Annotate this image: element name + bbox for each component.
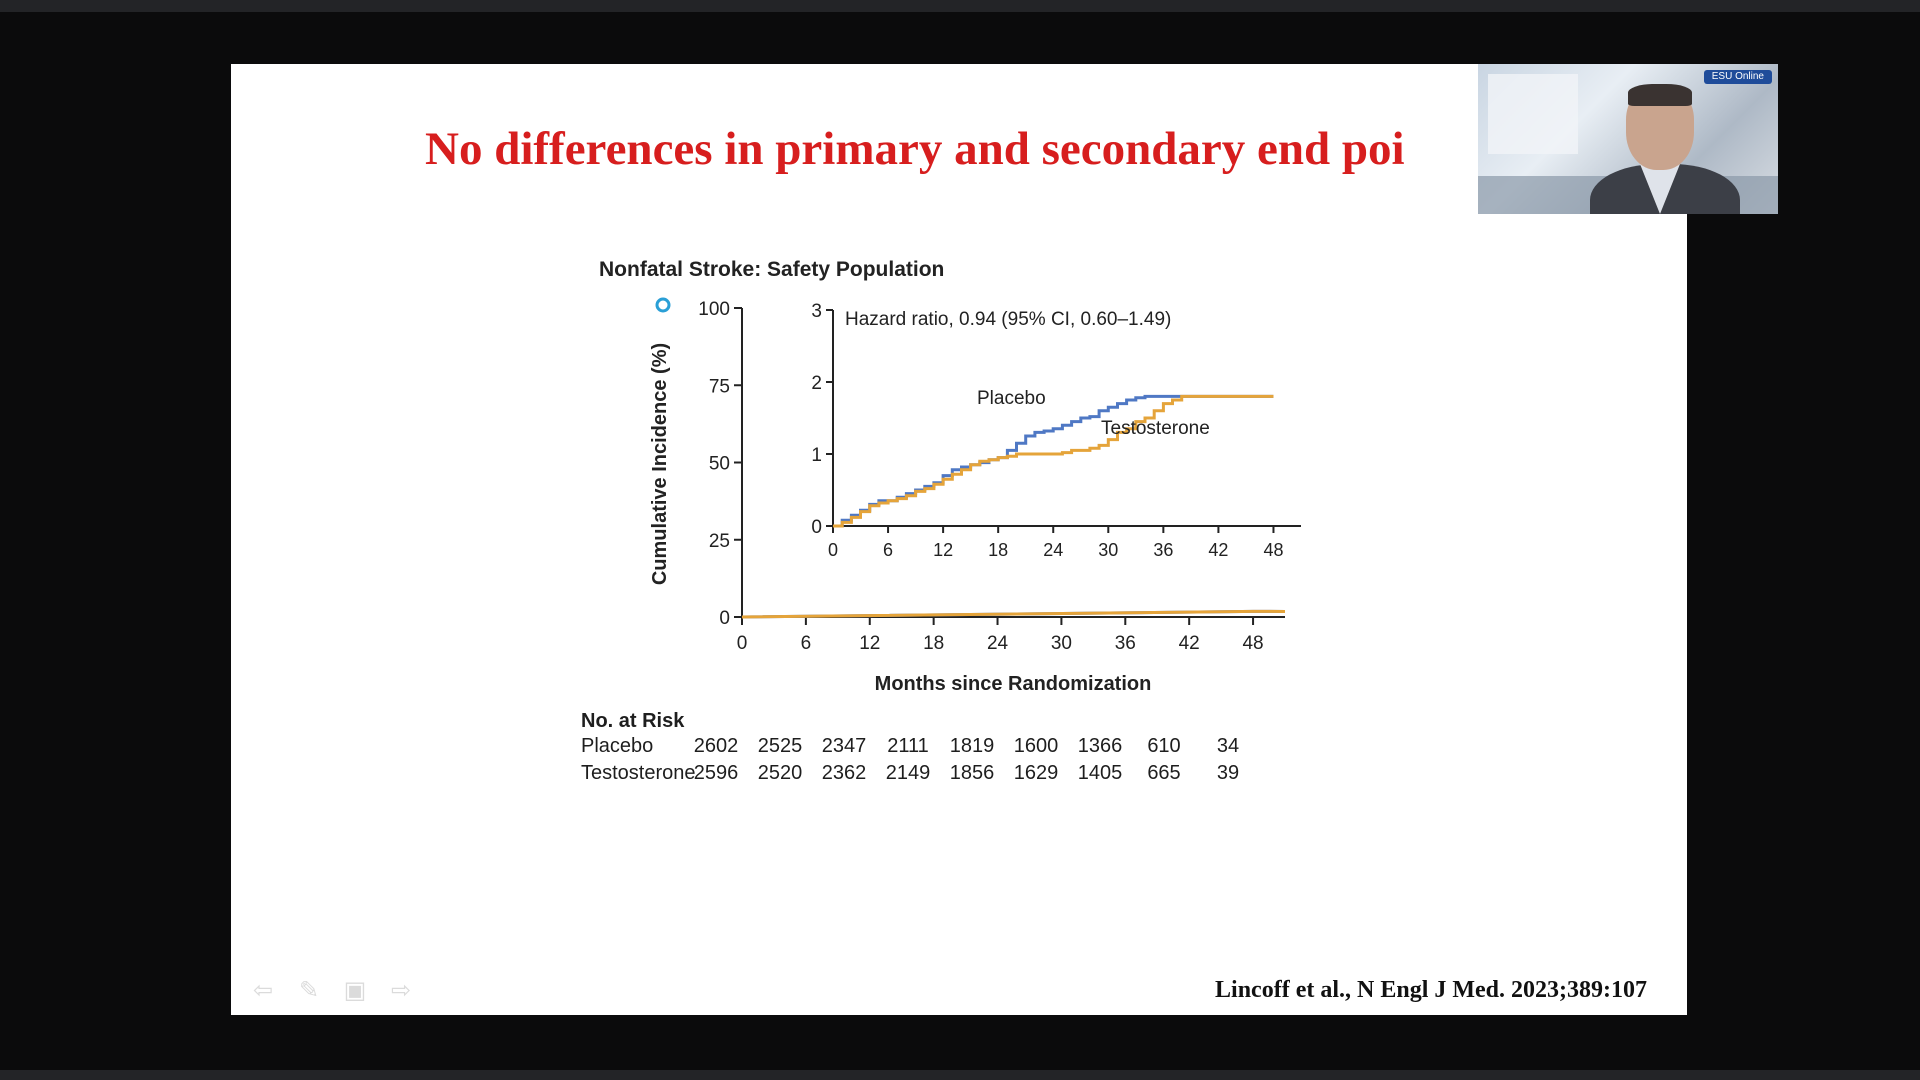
- x-tick-label: 42: [1179, 633, 1200, 654]
- risk-cell: 665: [1147, 762, 1181, 784]
- risk-cell: 1856: [949, 762, 995, 784]
- inset-x-tick-label: 42: [1208, 540, 1228, 560]
- x-tick-label: 24: [987, 633, 1009, 654]
- slides-icon[interactable]: ▣: [343, 977, 367, 1004]
- risk-cell: 2525: [757, 735, 803, 757]
- inset-x-tick-label: 18: [988, 540, 1008, 560]
- inset-x-tick-label: 30: [1098, 540, 1118, 560]
- risk-cell: 2596: [693, 762, 739, 784]
- y-tick-label: 100: [698, 299, 730, 320]
- y-tick-label: 50: [709, 454, 730, 475]
- arrow-left-icon[interactable]: ⇦: [252, 977, 274, 1004]
- inset-x-tick-label: 36: [1153, 540, 1173, 560]
- presentation-slide: No differences in primary and secondary …: [231, 64, 1687, 1015]
- inset-x-tick-label: 6: [883, 540, 893, 560]
- x-tick-label: 12: [859, 633, 880, 654]
- slide-title: No differences in primary and secondary …: [425, 123, 1405, 175]
- risk-table-header: No. at Risk: [581, 710, 685, 732]
- slide-nav-controls: ⇦ ✎ ▣ ⇨: [249, 976, 415, 1005]
- inset-y-tick-label: 2: [811, 373, 822, 394]
- x-tick-label: 48: [1242, 633, 1263, 654]
- risk-cell: 34: [1216, 735, 1240, 757]
- viewer-top-bar: [0, 0, 1920, 12]
- webcam-video-feed[interactable]: ESU Online: [1478, 64, 1778, 214]
- inset-x-tick-label: 24: [1043, 540, 1063, 560]
- y-tick-label: 75: [709, 376, 730, 397]
- series-label-testosterone: Testosterone: [1101, 418, 1210, 439]
- presenter-hair: [1628, 84, 1692, 106]
- x-tick-label: 18: [923, 633, 944, 654]
- pen-icon[interactable]: ✎: [298, 977, 320, 1004]
- risk-cell: 2520: [757, 762, 803, 784]
- y-tick-label: 25: [709, 531, 730, 552]
- risk-table: No. at Risk Placebo 2602 2525 2347 2111 …: [581, 710, 1239, 789]
- x-tick-label: 30: [1051, 633, 1072, 654]
- risk-cell: 1629: [1013, 762, 1059, 784]
- risk-row-label: Testosterone: [581, 762, 696, 784]
- inset-y-tick-label: 3: [811, 301, 822, 322]
- inset-x-tick-label: 0: [828, 540, 838, 560]
- risk-cell: 2347: [821, 735, 867, 757]
- chart-title: Nonfatal Stroke: Safety Population: [599, 258, 945, 281]
- inset-series-line-testosterone: [833, 394, 1274, 528]
- risk-row-label: Placebo: [581, 735, 654, 757]
- arrow-right-icon[interactable]: ⇨: [390, 977, 412, 1004]
- risk-cell: 1405: [1077, 762, 1123, 784]
- risk-row-placebo: Placebo 2602 2525 2347 2111 1819 1600 13…: [581, 735, 1239, 762]
- x-tick-label: 0: [737, 633, 748, 654]
- risk-cell: 2362: [821, 762, 867, 784]
- webcam-background: [1488, 74, 1578, 154]
- series-line-testosterone: [741, 609, 1286, 619]
- cursor-circle-icon: [655, 297, 671, 313]
- x-axis-label: Months since Randomization: [875, 673, 1152, 695]
- inset-x-tick-label: 12: [933, 540, 953, 560]
- inset-y-tick-label: 0: [811, 517, 822, 538]
- risk-cell: 1366: [1077, 735, 1123, 757]
- hazard-ratio-annotation: Hazard ratio, 0.94 (95% CI, 0.60–1.49): [845, 309, 1171, 330]
- inset-x-tick-label: 48: [1263, 540, 1283, 560]
- risk-cell: 1600: [1013, 735, 1059, 757]
- risk-cell: 2149: [885, 762, 931, 784]
- inset-y-tick-label: 1: [811, 445, 822, 466]
- inset-series-line-placebo: [833, 394, 1274, 528]
- x-tick-label: 36: [1115, 633, 1136, 654]
- risk-cell: 2111: [887, 735, 929, 757]
- x-tick-label: 6: [801, 633, 812, 654]
- risk-cell: 2602: [693, 735, 739, 757]
- y-tick-label: 0: [719, 608, 730, 629]
- webcam-badge: ESU Online: [1703, 70, 1772, 84]
- risk-cell: 39: [1216, 762, 1240, 784]
- y-axis-label: Cumulative Incidence (%): [649, 343, 671, 585]
- citation: Lincoff et al., N Engl J Med. 2023;389:1…: [1215, 977, 1647, 1003]
- risk-cell: 1819: [949, 735, 995, 757]
- risk-cell: 610: [1147, 735, 1181, 757]
- series-label-placebo: Placebo: [977, 388, 1046, 409]
- risk-row-testosterone: Testosterone 2596 2520 2362 2149 1856 16…: [581, 762, 1239, 789]
- viewer-bottom-bar: [0, 1070, 1920, 1080]
